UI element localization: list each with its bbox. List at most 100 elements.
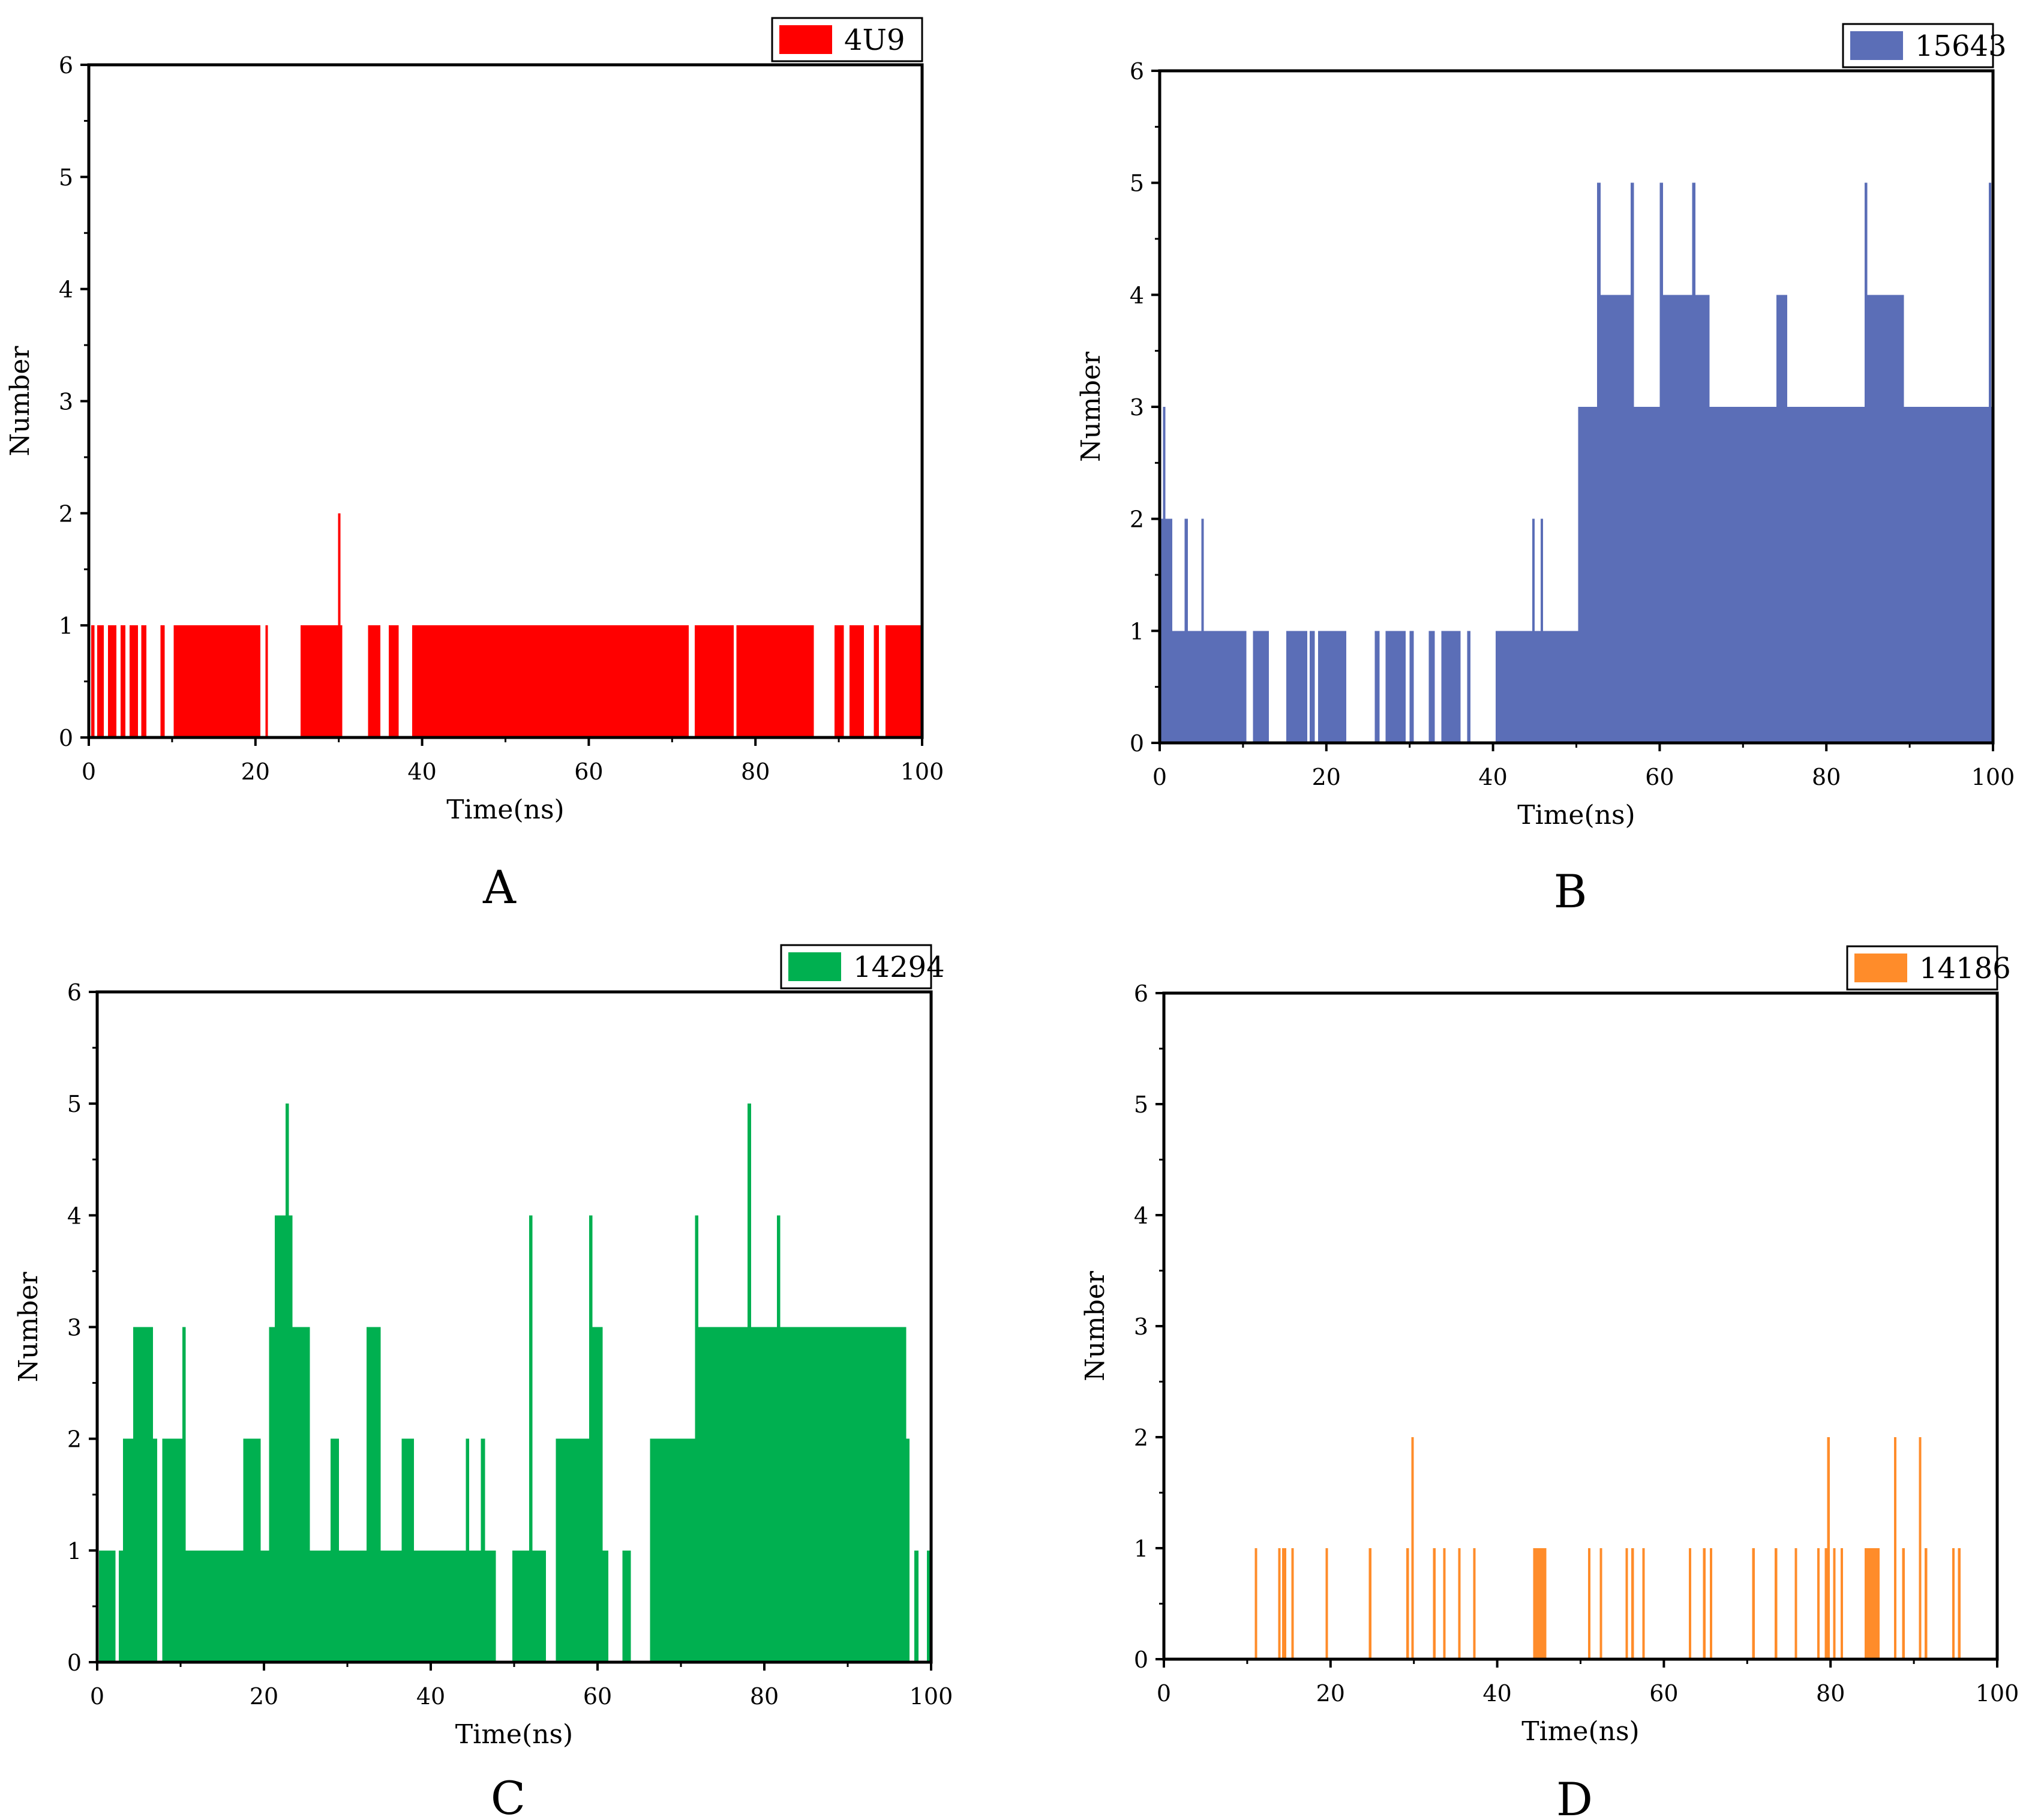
y-tick-label: 1	[1134, 1536, 1148, 1562]
data-bar	[748, 1104, 751, 1662]
data-bar	[289, 1215, 293, 1662]
y-tick-label: 5	[1130, 170, 1144, 197]
legend-swatch	[779, 25, 832, 54]
data-bar	[338, 513, 341, 737]
x-tick-label: 20	[1316, 1680, 1345, 1707]
data-bar	[1278, 1548, 1281, 1659]
data-bar	[1709, 1548, 1712, 1659]
data-bar	[906, 1438, 910, 1662]
panel-label: C	[491, 1771, 526, 1820]
data-bar	[1467, 631, 1471, 743]
data-bar	[481, 1438, 485, 1662]
data-bar	[1775, 1548, 1778, 1659]
data-bar	[835, 625, 844, 737]
y-tick-label: 5	[67, 1091, 82, 1117]
data-bar	[556, 1438, 590, 1662]
data-bar	[1325, 1548, 1328, 1659]
data-bar	[1625, 1548, 1628, 1659]
legend-label: 14186	[1919, 952, 2011, 985]
data-bar	[1634, 407, 1660, 743]
y-tick-label: 3	[59, 389, 73, 415]
data-bar	[1709, 407, 1776, 743]
y-tick-label: 6	[1134, 981, 1148, 1007]
data-bar	[622, 1550, 631, 1662]
data-bar	[91, 625, 95, 737]
y-tick-label: 2	[67, 1426, 82, 1453]
data-bar	[162, 1438, 182, 1662]
legend-swatch	[788, 952, 841, 981]
data-bar	[698, 1327, 748, 1662]
y-tick-label: 3	[67, 1315, 82, 1341]
x-tick-label: 80	[1816, 1680, 1845, 1707]
x-axis-title: Time(ns)	[455, 1719, 573, 1750]
data-bar	[1441, 631, 1461, 743]
data-bar	[602, 1550, 609, 1662]
data-bar	[1495, 631, 1532, 743]
data-bar	[1989, 182, 1992, 743]
data-bar	[1817, 1548, 1820, 1659]
legend-label: 14294	[853, 951, 945, 984]
data-bar	[1160, 518, 1163, 743]
data-bar	[1689, 1548, 1692, 1659]
data-bar	[1406, 1548, 1409, 1659]
panel-label: D	[1556, 1773, 1593, 1820]
y-axis-title: Number	[13, 1272, 44, 1383]
data-bar	[1904, 407, 1989, 743]
data-bar	[1662, 295, 1692, 743]
data-bar	[1588, 1548, 1591, 1659]
data-bar	[366, 1327, 381, 1662]
data-bar	[1925, 1548, 1928, 1659]
data-bar	[286, 1104, 289, 1662]
x-tick-label: 40	[1482, 1680, 1511, 1707]
data-bar	[1642, 1548, 1645, 1659]
data-bar	[1919, 1437, 1922, 1659]
data-bar	[466, 1438, 469, 1662]
x-tick-label: 0	[1157, 1680, 1171, 1707]
data-bar	[1443, 1548, 1446, 1659]
x-tick-label: 60	[1649, 1680, 1678, 1707]
y-tick-label: 0	[1130, 730, 1144, 757]
data-bar	[97, 625, 104, 737]
y-tick-label: 0	[1134, 1647, 1148, 1673]
data-bar	[1695, 295, 1710, 743]
data-bar	[1840, 1548, 1844, 1659]
data-bar	[292, 1327, 310, 1662]
y-axis-title: Number	[1076, 351, 1106, 462]
data-bar	[1286, 631, 1307, 743]
data-bar	[1752, 1548, 1755, 1659]
data-bar	[414, 1550, 466, 1662]
data-bar	[927, 1550, 931, 1662]
y-tick-label: 5	[1134, 1092, 1148, 1118]
data-bar	[160, 625, 165, 737]
data-bar	[1833, 1548, 1836, 1659]
y-tick-label: 1	[59, 613, 73, 639]
data-bar	[1188, 631, 1202, 743]
x-tick-label: 20	[1312, 764, 1341, 790]
data-bar	[874, 625, 879, 737]
data-bar	[914, 1550, 919, 1662]
data-bar	[592, 1327, 603, 1662]
data-bar	[107, 625, 116, 737]
x-tick-label: 80	[1812, 764, 1841, 790]
data-bar	[1535, 631, 1541, 743]
data-bar	[1163, 407, 1166, 743]
x-tick-label: 100	[1971, 764, 2015, 790]
data-bar	[532, 1550, 546, 1662]
data-bar	[776, 1215, 781, 1662]
x-tick-label: 20	[250, 1683, 278, 1710]
data-bar	[173, 625, 261, 737]
data-bar	[1597, 182, 1601, 743]
x-axis-title: Time(ns)	[446, 794, 564, 825]
x-tick-label: 20	[241, 758, 270, 785]
data-bar	[133, 1327, 154, 1662]
data-bar	[340, 625, 343, 737]
data-bar	[1203, 631, 1247, 743]
data-bar	[1385, 631, 1406, 743]
legend-label: 15643	[1915, 29, 2007, 63]
y-tick-label: 2	[1130, 506, 1144, 533]
data-bar	[1776, 295, 1787, 743]
data-bar	[589, 1215, 593, 1662]
data-bar	[1282, 1548, 1287, 1659]
